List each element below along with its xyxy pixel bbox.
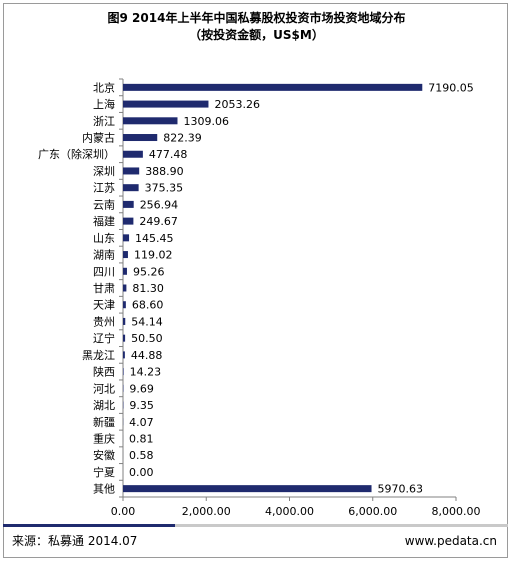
value-label: 44.88 bbox=[131, 349, 163, 362]
category-label: 内蒙古 bbox=[82, 131, 115, 145]
value-label: 145.45 bbox=[135, 232, 174, 245]
value-label: 249.67 bbox=[139, 215, 178, 228]
x-tick-label: 2,000.00 bbox=[182, 505, 231, 518]
footer-divider bbox=[3, 524, 508, 527]
category-label: 广东（除深圳） bbox=[38, 147, 115, 161]
bar-11 bbox=[123, 251, 128, 259]
category-label: 黑龙江 bbox=[82, 349, 115, 362]
category-label: 四川 bbox=[93, 265, 115, 278]
value-label: 81.30 bbox=[132, 282, 164, 295]
bar-1 bbox=[123, 83, 423, 91]
category-label: 福建 bbox=[93, 214, 115, 228]
bar-2 bbox=[123, 100, 209, 108]
category-label: 浙江 bbox=[93, 115, 115, 128]
category-label: 陕西 bbox=[93, 365, 115, 379]
value-label: 9.35 bbox=[129, 399, 154, 412]
category-label: 贵州 bbox=[93, 315, 115, 328]
category-label: 新疆 bbox=[93, 415, 115, 429]
category-label: 其他 bbox=[93, 483, 115, 496]
footer-divider-accent bbox=[3, 524, 175, 527]
category-label: 天津 bbox=[93, 299, 115, 312]
value-label: 119.02 bbox=[134, 249, 173, 262]
value-label: 375.35 bbox=[145, 182, 184, 195]
category-label: 山东 bbox=[93, 232, 115, 245]
category-label: 北京 bbox=[93, 80, 115, 94]
bar-12 bbox=[123, 267, 127, 275]
x-tick-label: 8,000.00 bbox=[432, 505, 481, 518]
value-label: 5970.63 bbox=[378, 483, 424, 496]
value-label: 0.58 bbox=[129, 449, 154, 462]
category-label: 湖南 bbox=[93, 249, 115, 262]
bar-9 bbox=[123, 217, 134, 225]
value-label: 50.50 bbox=[131, 332, 163, 345]
value-label: 2053.26 bbox=[214, 98, 260, 111]
bar-6 bbox=[123, 167, 140, 175]
bar-14 bbox=[123, 301, 126, 309]
value-label: 388.90 bbox=[145, 165, 184, 178]
category-label: 宁夏 bbox=[93, 465, 115, 479]
value-label: 0.00 bbox=[129, 466, 154, 479]
x-tick-label: 4,000.00 bbox=[265, 505, 314, 518]
value-label: 477.48 bbox=[149, 148, 188, 161]
category-label: 上海 bbox=[93, 97, 115, 111]
x-tick-label: 0.00 bbox=[111, 505, 136, 518]
category-label: 云南 bbox=[93, 198, 115, 211]
chart-subtitle: （按投资金额，US$M） bbox=[189, 28, 324, 42]
bar-3 bbox=[123, 117, 178, 125]
category-label: 辽宁 bbox=[93, 331, 115, 345]
value-label: 256.94 bbox=[140, 198, 179, 211]
value-label: 95.26 bbox=[133, 265, 165, 278]
bar-7 bbox=[123, 184, 139, 192]
value-label: 68.60 bbox=[132, 299, 164, 312]
bar-15 bbox=[123, 317, 126, 325]
bar-4 bbox=[123, 134, 158, 142]
category-label: 甘肃 bbox=[93, 282, 115, 295]
category-label: 湖北 bbox=[93, 399, 115, 412]
value-label: 4.07 bbox=[129, 416, 154, 429]
category-label: 安徽 bbox=[93, 448, 115, 462]
value-label: 14.23 bbox=[130, 366, 162, 379]
category-label: 江苏 bbox=[93, 182, 115, 195]
category-label: 重庆 bbox=[93, 431, 115, 445]
bar-10 bbox=[123, 234, 130, 242]
value-label: 9.69 bbox=[129, 382, 154, 395]
website-text: www.pedata.cn bbox=[404, 534, 497, 548]
bar-25 bbox=[123, 485, 372, 493]
source-text: 来源：私募通 2014.07 bbox=[12, 534, 138, 548]
bar-17 bbox=[123, 351, 125, 359]
bar-8 bbox=[123, 200, 134, 208]
bar-5 bbox=[123, 150, 143, 158]
value-label: 0.81 bbox=[129, 432, 154, 445]
bar-18 bbox=[123, 368, 124, 376]
value-label: 54.14 bbox=[131, 315, 163, 328]
bar-13 bbox=[123, 284, 127, 292]
chart-frame bbox=[3, 3, 508, 558]
chart-title: 图9 2014年上半年中国私募股权投资市场投资地域分布 bbox=[107, 11, 406, 25]
category-label: 深圳 bbox=[93, 165, 115, 178]
value-label: 7190.05 bbox=[428, 81, 474, 94]
x-tick-label: 6,000.00 bbox=[348, 505, 397, 518]
bar-16 bbox=[123, 334, 126, 342]
value-label: 1309.06 bbox=[183, 115, 229, 128]
value-label: 822.39 bbox=[163, 132, 202, 145]
category-label: 河北 bbox=[93, 382, 115, 395]
